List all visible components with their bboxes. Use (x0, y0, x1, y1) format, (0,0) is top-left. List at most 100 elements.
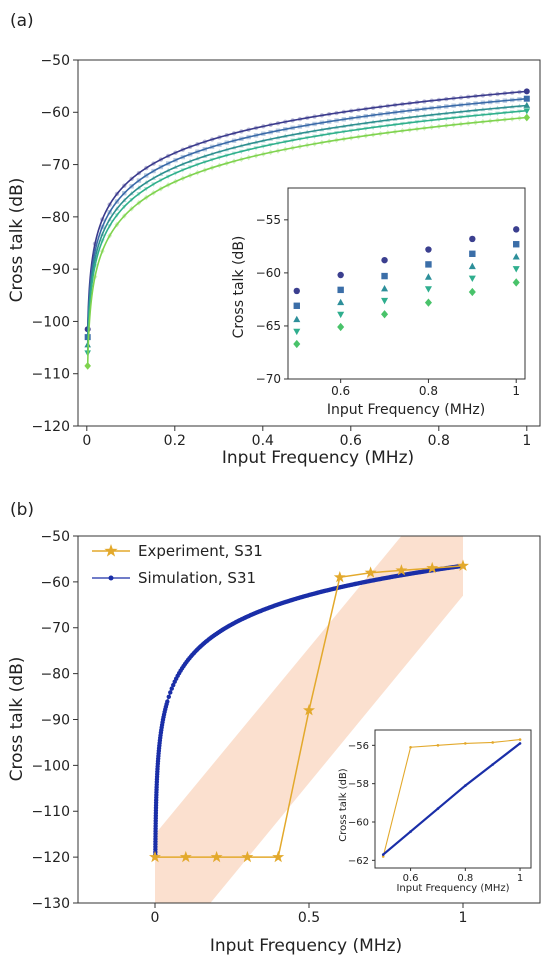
panel-a-inset-frame (287, 187, 526, 380)
panel-b-plot-area (149, 536, 469, 903)
panel-b-experiment-point (210, 850, 223, 863)
panel-b-simulation-point (171, 682, 176, 688)
panel-b-uncertainty-band (155, 536, 463, 903)
panel-b-experiment-point (457, 559, 469, 571)
panel-a-y-tick-label: −110 (32, 367, 70, 383)
panel-a-inset-series-2-point (381, 284, 389, 292)
panel-b-experiment-point (395, 564, 408, 576)
panel-a-inset-series-4-point (512, 278, 520, 287)
panel-b-y-tick-label: −90 (40, 712, 70, 728)
panel-b-legend: Experiment, S31 Simulation, S31 (92, 542, 263, 587)
panel-a-inset-x-tick-label: 0.6 (331, 384, 350, 398)
panel-a-inset-series-3-point (337, 311, 345, 319)
panel-a-inset-series-0-point (293, 287, 300, 295)
panel-b-inset-background (375, 730, 531, 868)
panel-a-inset-series-4-point (468, 287, 476, 297)
panel-b-inset-y-tick-label: −60 (348, 818, 369, 829)
panel-a-x-tick-label: 1 (522, 433, 531, 449)
panel-b-y-tick-label: −60 (40, 575, 70, 591)
panel-b-experiment-point (364, 566, 377, 578)
panel-a-inset-series-3-point (468, 275, 476, 283)
panel-b-experiment-point (333, 570, 346, 583)
panel-a-y-tick-label: −70 (40, 157, 70, 173)
panel-a-inset-series-0-point (337, 271, 344, 279)
legend-experiment-star-icon (104, 544, 118, 557)
panel-a-inset-series-2-point (337, 298, 345, 306)
panel-a-series-3-end-marker (523, 108, 531, 115)
panel-a-inset-series-2-point (468, 262, 476, 270)
panel-a-curves (84, 88, 531, 370)
legend-simulation-dot-icon (108, 575, 114, 581)
panel-a-inset-series-3-point (381, 297, 389, 305)
panel-a-series-4-line (86, 116, 527, 366)
panel-a-inset-series-4-point (293, 339, 301, 349)
panel-b-y-tick-label: −110 (32, 804, 70, 820)
panel-a-x-tick-label: 0.6 (340, 433, 362, 449)
panel-a-series-4-end-marker (523, 113, 531, 122)
panel-a-inset-series-1-point (425, 261, 432, 268)
panel-b-y-tick-label: −80 (40, 667, 70, 683)
panel-a-series-1-end-marker (523, 95, 530, 102)
panel-b-inset-y-tick-label: −56 (348, 741, 369, 752)
panel-a-inset-series-3-point (512, 266, 520, 273)
panel-b-inset-series-1-point (518, 742, 522, 745)
panel-b-y-axis-label: Cross talk (dB) (7, 657, 27, 782)
panel-a-inset-background (288, 188, 525, 379)
panel-a-inset-series-1-point (293, 302, 300, 309)
panel-b-experiment-point (272, 850, 285, 863)
panel-b-experiment-point (179, 850, 192, 863)
panel-a-inset-series-4-point (337, 322, 345, 332)
panel-a-series-4-start-marker (84, 361, 91, 370)
panel-b-x-axis-label: Input Frequency (MHz) (210, 936, 402, 956)
panel-b-x-tick-label: 0 (151, 910, 160, 926)
panel-b-inset-series-0-point (464, 742, 467, 745)
panel-a-y-tick-label: −50 (40, 53, 70, 69)
panel-b-inset-series-0-point (491, 741, 494, 744)
panel-b-simulation-point (168, 690, 173, 695)
panel-a-y-axis-label: Cross talk (dB) (7, 178, 27, 303)
panel-b-inset-series-0-point (381, 855, 385, 858)
panel-a-frame (77, 59, 541, 427)
panel-a-inset-series-2-point (512, 253, 520, 260)
panel-a-x-tick-label: 0 (82, 433, 91, 449)
panel-a-x-axis-label: Input Frequency (MHz) (222, 448, 414, 468)
panel-a-inset-x-tick-label: 1 (512, 384, 520, 398)
panel-a-inset-series-1-point (513, 241, 520, 248)
panel-a-inset-series-1-point (469, 250, 476, 257)
panel-a-inset-series-1-point (337, 286, 344, 294)
panel-b-simulation-point (165, 699, 170, 704)
panel-a-y-tick-label: −80 (40, 210, 70, 226)
panel-a-inset-series-2-point (424, 273, 432, 280)
panel-b-simulation-point (166, 694, 171, 699)
panel-b-inset-plot: 0.6 0.8 1 −62 −60 −58 −56 (348, 729, 532, 884)
panel-a-inset-y-tick-label: −55 (256, 213, 281, 227)
panel-a-label: (a) (10, 11, 34, 31)
legend-experiment-label: Experiment, S31 (138, 542, 263, 560)
panel-b-x-tick-label: 1 (459, 910, 468, 926)
panel-a-y-tick-label: −90 (40, 262, 70, 278)
panel-b-inset-series-0-point (409, 745, 412, 749)
panel-b-inset-series-1-point (436, 807, 440, 810)
panel-b-inset-y-tick-label: −62 (348, 856, 369, 867)
panel-b-inset-series-0-line (382, 739, 521, 857)
panel-b-y-tick-label: −70 (40, 621, 70, 637)
panel-b-inset-series-1-point (464, 784, 467, 787)
panel-a-y-tick-label: −60 (40, 105, 70, 121)
panel-a-inset-series-4-point (424, 298, 432, 307)
panel-a-inset-y-tick-label: −65 (256, 319, 281, 333)
panel-b-inset-series-1-point (381, 853, 385, 856)
panel-b-experiment-point (426, 561, 439, 574)
panel-b-experiment-point (241, 850, 254, 863)
panel-b-inset-x-tick-label: 1 (517, 873, 523, 884)
panel-a-inset-series-2-point (293, 315, 301, 323)
panel-b-inset-series-0-point (518, 738, 522, 741)
panel-a-series-2-end-marker (523, 101, 531, 108)
panel-b-experiment-point (149, 850, 161, 863)
panel-b-simulation-point (169, 686, 174, 691)
panel-b-inset-series-1-line (382, 742, 521, 856)
panel-a-inset-x-tick-label: 0.8 (419, 384, 438, 398)
panel-a-x-tick-label: 0.2 (164, 433, 186, 449)
panel-b-inset-y-axis-label: Cross talk (dB) (338, 768, 349, 841)
panel-a-y-tick-label: −120 (32, 419, 70, 435)
